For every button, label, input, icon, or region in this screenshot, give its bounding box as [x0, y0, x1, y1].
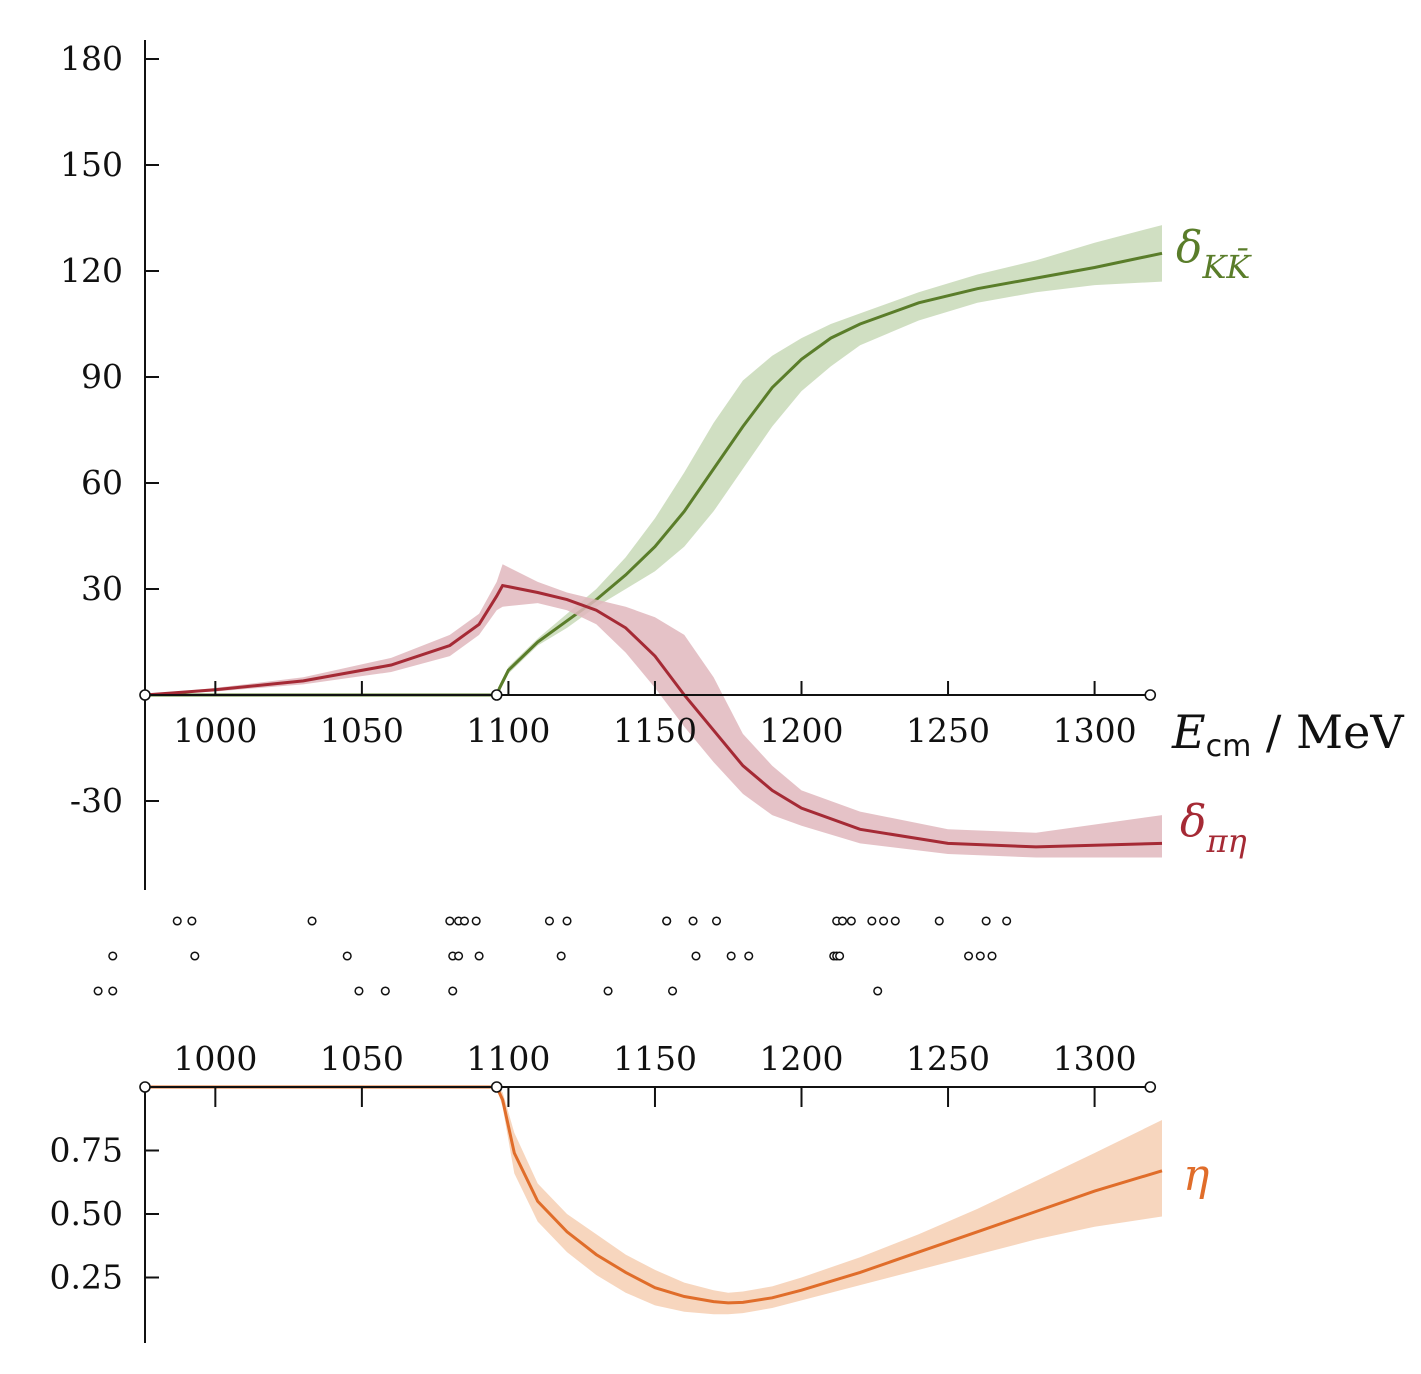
threshold-marker-1 — [490, 1081, 503, 1093]
series-0-label-sub: KK̄ — [1202, 248, 1253, 286]
energy-level-0-12 — [711, 916, 722, 926]
series-0-band — [145, 225, 1162, 695]
eta-y-tick-label-0: 0.75 — [50, 1131, 123, 1170]
series-0-label-base: δ — [1176, 222, 1203, 273]
energy-level-1-8 — [726, 951, 736, 961]
eta-y-tick-label-2: 0.25 — [50, 1258, 123, 1297]
x-axis-title-sub: cm — [1206, 729, 1252, 764]
energy-level-0-6 — [471, 916, 481, 926]
series-0-label: δKK̄ — [1176, 222, 1252, 286]
energy-level-1-14 — [975, 951, 985, 961]
energy-level-1-5 — [474, 951, 484, 961]
energy-level-0-21 — [1002, 916, 1012, 926]
energy-level-2-0 — [93, 986, 103, 996]
energy-level-1-12 — [835, 951, 845, 961]
threshold-marker-2 — [1144, 1081, 1157, 1093]
y-tick-label-0: 180 — [60, 39, 123, 78]
energy-level-0-3 — [445, 916, 455, 926]
series-1-label-sub: πη — [1206, 822, 1247, 860]
series-2-line — [145, 1085, 1163, 1305]
x-tick-label-0: 1000 — [173, 711, 257, 750]
eta-x-tick-label-3: 1150 — [613, 1039, 697, 1078]
energy-level-2-4 — [448, 986, 458, 996]
energy-level-0-18 — [890, 916, 900, 926]
eta-x-tick-label-5: 1250 — [906, 1039, 990, 1078]
energy-level-0-16 — [867, 916, 877, 926]
series-1-label: δπη — [1180, 796, 1247, 860]
energy-level-0-19 — [934, 916, 944, 926]
energy-level-0-14 — [837, 916, 848, 926]
energy-level-0-8 — [562, 916, 572, 926]
eta-x-tick-label-1: 1050 — [320, 1039, 404, 1078]
series-1-band — [145, 564, 1162, 858]
y-tick-label-5: 30 — [81, 569, 123, 608]
energy-level-0-15 — [846, 916, 856, 926]
energy-level-1-7 — [691, 951, 701, 961]
energy-level-0-17 — [879, 916, 889, 926]
series-1-line — [144, 583, 1163, 849]
energy-level-2-5 — [603, 986, 613, 996]
energy-level-1-15 — [987, 951, 997, 961]
eta-x-tick-label-2: 1100 — [466, 1039, 550, 1078]
energy-level-0-10 — [662, 916, 672, 926]
eta-y-tick-label-1: 0.50 — [50, 1194, 123, 1233]
energy-level-0-11 — [688, 916, 698, 926]
threshold-marker-1 — [490, 689, 503, 701]
y-tick-label-4: 60 — [81, 463, 123, 502]
eta-x-tick-label-4: 1200 — [760, 1039, 844, 1078]
energy-level-1-13 — [964, 951, 974, 961]
x-tick-label-6: 1300 — [1053, 711, 1137, 750]
energy-level-1-4 — [454, 951, 464, 961]
energy-level-2-3 — [380, 986, 390, 996]
x-tick-label-1: 1050 — [320, 711, 404, 750]
x-tick-label-2: 1100 — [466, 711, 550, 750]
x-tick-label-3: 1150 — [613, 711, 697, 750]
y-tick-label-1: 150 — [60, 145, 123, 184]
x-axis-title: Ecm / MeV — [1171, 705, 1404, 764]
energy-level-1-2 — [342, 951, 352, 961]
eta-x-tick-label-0: 1000 — [173, 1039, 257, 1078]
x-tick-label-4: 1200 — [760, 711, 844, 750]
energy-level-2-1 — [108, 986, 118, 996]
energy-level-0-5 — [459, 916, 470, 926]
energy-level-1-6 — [556, 951, 566, 961]
energy-level-0-0 — [172, 916, 182, 926]
energy-level-0-20 — [981, 916, 991, 926]
energy-level-1-0 — [108, 951, 118, 961]
eta-x-tick-label-6: 1300 — [1053, 1039, 1137, 1078]
inelasticity-panel: 0.75 0.50 0.25 1000 1050 1100 1150 1200 1250 1300… — [50, 1039, 1209, 1343]
energy-level-1-9 — [744, 951, 754, 961]
energy-level-2-2 — [354, 986, 364, 996]
series-2-band — [145, 1087, 1162, 1315]
y-tick-label-6: -30 — [70, 781, 123, 820]
energy-level-0-7 — [544, 916, 555, 926]
energy-level-2-6 — [668, 986, 678, 996]
energy-level-panel — [93, 916, 1012, 996]
series-2-label-base: η — [1183, 1150, 1209, 1201]
series-0-line — [145, 251, 1163, 697]
threshold-marker-0 — [139, 1081, 151, 1093]
threshold-marker-2 — [1144, 689, 1157, 701]
x-axis-title-rest: / MeV — [1251, 705, 1404, 759]
threshold-marker-0 — [139, 689, 151, 701]
x-axis-title-base: E — [1171, 705, 1206, 759]
x-tick-label-5: 1250 — [906, 711, 990, 750]
y-tick-label-3: 90 — [81, 357, 123, 396]
energy-level-0-1 — [187, 916, 197, 926]
series-1-label-base: δ — [1180, 796, 1207, 847]
series-2-label: η — [1183, 1150, 1209, 1201]
y-tick-label-2: 120 — [60, 251, 123, 290]
energy-level-2-7 — [873, 986, 883, 996]
phase-shift-panel: 180 150 120 90 60 30 -30 1000 1050 1100 1150 1200 12… — [60, 39, 1252, 890]
energy-level-0-2 — [307, 916, 317, 926]
energy-level-1-1 — [190, 951, 200, 961]
